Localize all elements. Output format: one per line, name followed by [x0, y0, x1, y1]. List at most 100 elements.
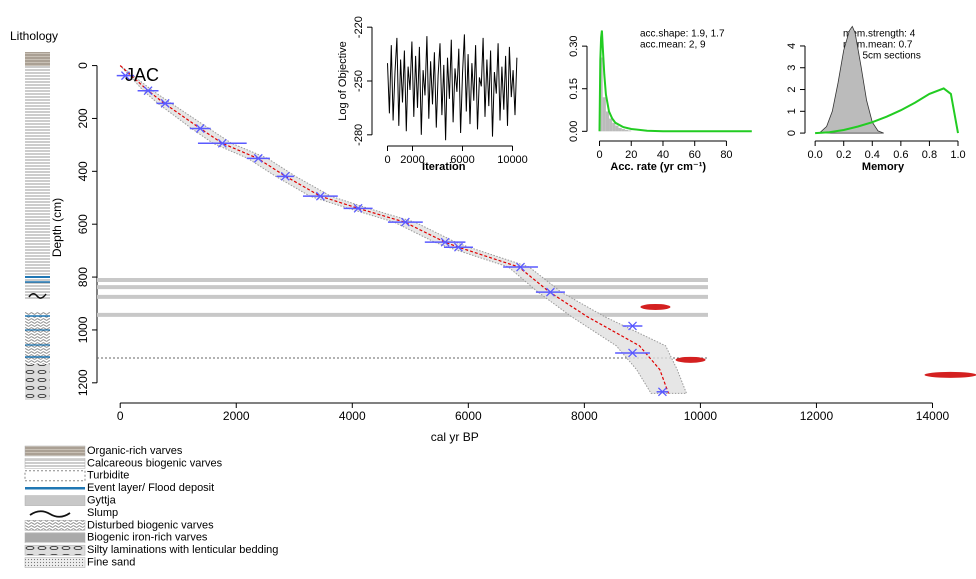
date-point	[440, 237, 450, 247]
y-tick-label: 3	[786, 65, 798, 71]
legend-swatch	[24, 532, 86, 544]
legend-swatch	[24, 495, 86, 506]
legend-swatch	[24, 544, 86, 556]
x-tick-label: 10000	[497, 154, 528, 166]
x-axis-label: cal yr BP	[431, 430, 479, 444]
legend-label: Silty laminations with lenticular beddin…	[87, 544, 278, 556]
x-tick-label: 4000	[339, 409, 366, 423]
y-tick-label: -220	[353, 16, 365, 38]
y-tick-label: 4	[786, 43, 798, 49]
date-point	[143, 86, 153, 96]
y-tick-label: 400	[76, 161, 90, 181]
date-point	[545, 287, 555, 297]
date-point	[253, 153, 263, 163]
histogram-bar	[605, 111, 610, 132]
x-tick-label: 1.0	[950, 149, 965, 161]
annotation: 252 5cm sections	[843, 51, 921, 62]
histogram-bar	[615, 125, 619, 132]
lithology-title: Lithology	[10, 29, 58, 43]
y-tick-label: 1200	[76, 369, 90, 396]
x-axis-label: Memory	[862, 161, 905, 173]
y-tick-label: 0.00	[568, 121, 580, 142]
legend-swatch	[24, 520, 86, 531]
x-tick-label: 2000	[223, 409, 250, 423]
x-tick-label: 0.6	[893, 149, 908, 161]
date-point	[628, 321, 637, 331]
outlier-date	[675, 356, 706, 363]
x-tick-label: 20	[625, 149, 637, 161]
y-tick-label: 0.30	[568, 35, 580, 56]
date-point	[195, 124, 205, 133]
y-axis-label: Depth (cm)	[50, 198, 64, 257]
histogram-bar	[624, 129, 629, 132]
x-tick-label: 14000	[916, 409, 950, 423]
x-tick-label: 10000	[684, 409, 718, 423]
y-tick-label: 600	[76, 214, 90, 234]
y-axis-label: Log of Objective	[337, 41, 349, 121]
prior-line	[598, 30, 752, 133]
legend-label: Gyttja	[87, 495, 117, 507]
x-tick-label: 12000	[800, 409, 834, 423]
legend-label: Event layer/ Flood deposit	[87, 482, 214, 494]
x-tick-label: 2000	[400, 154, 424, 166]
outlier-date	[640, 303, 671, 310]
legend-swatch	[24, 557, 86, 568]
prior-line	[815, 87, 959, 135]
x-tick-label: 0	[384, 154, 390, 166]
date-point	[160, 98, 170, 108]
legend-label: Fine sand	[87, 557, 135, 569]
legend-label: Calcareous biogenic varves	[87, 457, 223, 469]
histogram-bar	[599, 57, 603, 132]
panel: 0 20 40 60 80 0.00 0.15 0.30 Acc. rate (yr cm⁻¹)…	[568, 29, 752, 173]
legend-swatch	[24, 458, 86, 469]
legend-label: Organic-rich varves	[87, 445, 183, 457]
x-tick-label: 0	[596, 149, 602, 161]
histogram-bar	[602, 97, 606, 132]
x-tick-label: 40	[657, 149, 669, 161]
x-tick-label: 6000	[450, 154, 474, 166]
y-tick-label: 1000	[76, 316, 90, 343]
annotation: mem.mean: 0.7	[843, 40, 913, 51]
core-label: JAC	[125, 65, 159, 85]
y-tick-label: 1	[786, 108, 798, 114]
y-tick-label: -280	[353, 124, 365, 146]
histogram-bar	[612, 122, 616, 132]
x-axis-label: Iteration	[422, 161, 466, 173]
histogram-bar	[618, 127, 622, 132]
trace-line	[387, 34, 518, 141]
x-tick-label: 0.2	[836, 149, 851, 161]
histogram-bar	[609, 118, 613, 132]
legend-label: Slump	[87, 507, 118, 519]
x-tick-label: 0.4	[865, 149, 880, 161]
annotation: acc.shape: 1.9, 1.7	[640, 29, 725, 40]
date-point	[120, 71, 130, 81]
annotation: mem.strength: 4	[843, 29, 916, 40]
legend-swatch	[24, 445, 86, 457]
legend-label: Disturbed biogenic varves	[87, 519, 214, 531]
x-tick-label: 6000	[455, 409, 482, 423]
outlier-date	[924, 371, 976, 378]
date-point	[353, 203, 363, 213]
date-point	[454, 242, 463, 252]
panel: 0 2000 6000 10000 -220 -250 -280 Iteration Log o…	[337, 16, 528, 173]
x-axis-label: Acc. rate (yr cm⁻¹)	[610, 161, 706, 173]
date-point	[280, 171, 290, 181]
posterior-area	[818, 25, 884, 134]
y-tick-label: 200	[76, 108, 90, 128]
y-tick-label: 0.15	[568, 78, 580, 99]
legend-swatch	[24, 470, 86, 482]
x-tick-label: 60	[689, 149, 701, 161]
mean-age-line	[119, 65, 670, 394]
lithology-column	[25, 52, 50, 400]
age-range	[119, 65, 688, 394]
y-tick-label: 2	[786, 86, 798, 92]
x-tick-label: 80	[720, 149, 732, 161]
x-tick-label: 0	[117, 409, 124, 423]
date-point	[315, 191, 325, 201]
date-point	[217, 138, 227, 148]
x-tick-label: 0.8	[922, 149, 937, 161]
histogram-bar	[628, 130, 632, 132]
